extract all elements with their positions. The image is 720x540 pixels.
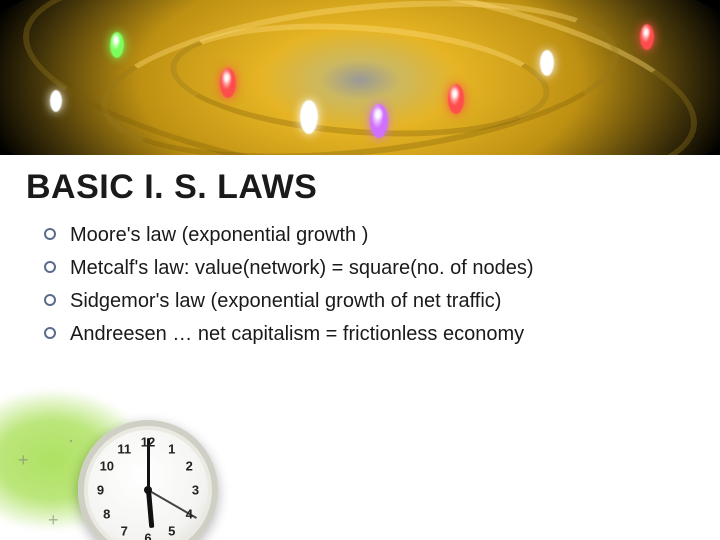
slide: BASIC I. S. LAWS Moore's law (exponentia…: [0, 0, 720, 540]
list-item: Sidgemor's law (exponential growth of ne…: [44, 288, 684, 315]
clock-number: 12: [141, 435, 155, 450]
galaxy-orb-icon: [370, 104, 388, 138]
swirl-galaxy: [0, 0, 720, 155]
clock-number: 1: [168, 441, 175, 456]
list-item: Metcalf's law: value(network) = square(n…: [44, 255, 684, 282]
list-item-text: Andreesen … net capitalism = frictionles…: [70, 321, 524, 348]
clock-number: 9: [97, 483, 104, 498]
clock-number: 11: [117, 441, 131, 456]
clock-graphic: + + · 12 12 3 45 6 78 9 1011: [8, 410, 218, 540]
galaxy-orb-icon: [640, 24, 654, 50]
galaxy-orb-icon: [220, 68, 236, 98]
bullet-icon: [44, 228, 56, 240]
clock-hour-hand: [146, 490, 154, 528]
clock-number: 3: [192, 483, 199, 498]
clock-number: 5: [168, 524, 175, 539]
clock-number: 6: [144, 530, 151, 540]
clock-number: 7: [121, 524, 128, 539]
list-item-text: Moore's law (exponential growth ): [70, 222, 368, 249]
slide-title: BASIC I. S. LAWS: [26, 168, 317, 207]
sparkle-icon: +: [48, 510, 59, 531]
list-item: Moore's law (exponential growth ): [44, 222, 684, 249]
bullet-icon: [44, 327, 56, 339]
clock-center-pin: [144, 486, 152, 494]
list-item-text: Sidgemor's law (exponential growth of ne…: [70, 288, 501, 315]
galaxy-orb-icon: [110, 32, 124, 58]
bullet-list: Moore's law (exponential growth ) Metcal…: [44, 222, 684, 354]
sparkle-icon: ·: [68, 430, 74, 451]
banner: [0, 0, 720, 155]
galaxy-orb-icon: [448, 84, 464, 114]
list-item: Andreesen … net capitalism = frictionles…: [44, 321, 684, 348]
bullet-icon: [44, 294, 56, 306]
list-item-text: Metcalf's law: value(network) = square(n…: [70, 255, 533, 282]
sparkle-icon: +: [18, 450, 29, 471]
galaxy-orb-icon: [300, 100, 318, 134]
clock-number: 8: [103, 506, 110, 521]
clock-number: 4: [186, 506, 193, 521]
galaxy-orb-icon: [50, 90, 62, 112]
clock-number: 10: [100, 459, 114, 474]
clock-number: 2: [186, 459, 193, 474]
bullet-icon: [44, 261, 56, 273]
galaxy-orb-icon: [540, 50, 554, 76]
